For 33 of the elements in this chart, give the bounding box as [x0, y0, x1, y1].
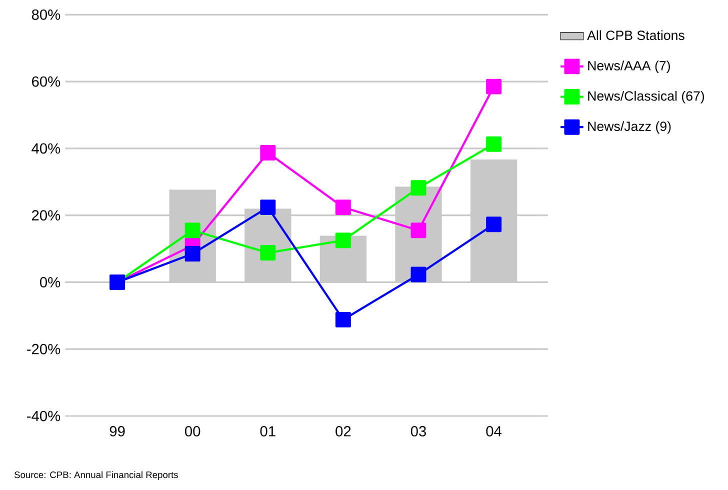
point — [335, 312, 351, 328]
y-tick-label: -20% — [27, 344, 60, 354]
y-tick-label: -40% — [27, 410, 60, 422]
legend-label: News/Jazz (9) — [588, 121, 671, 134]
y-tick-label: 20% — [32, 210, 60, 221]
y-tick-label: 80% — [32, 9, 60, 20]
x-tick-label: 02 — [336, 426, 351, 436]
x-tick-label: 03 — [410, 426, 426, 436]
legend-label: News/Classical (67) — [588, 90, 704, 104]
point — [410, 222, 426, 238]
point — [260, 200, 276, 216]
point — [184, 246, 200, 262]
point — [335, 200, 351, 216]
legend-label: All CPB Stations — [587, 30, 684, 40]
y-tick-label: 0% — [40, 277, 60, 288]
y-tick-label: 40% — [32, 143, 60, 154]
x-tick-label: 99 — [110, 426, 125, 436]
point — [410, 180, 426, 196]
bar — [470, 159, 518, 282]
point — [335, 232, 351, 248]
point — [410, 266, 426, 282]
point — [260, 245, 276, 261]
point — [486, 216, 502, 232]
point — [260, 145, 276, 161]
source-note: Source: CPB: Annual Financial Reports — [14, 471, 178, 480]
point — [486, 136, 502, 152]
x-tick-label: 00 — [185, 426, 200, 436]
point — [486, 78, 502, 94]
legend-label: News/AAA (7) — [588, 60, 670, 74]
x-tick-label: 04 — [486, 426, 502, 436]
y-tick-label: 60% — [32, 76, 60, 87]
x-tick-label: 01 — [260, 426, 276, 436]
point — [184, 222, 200, 238]
